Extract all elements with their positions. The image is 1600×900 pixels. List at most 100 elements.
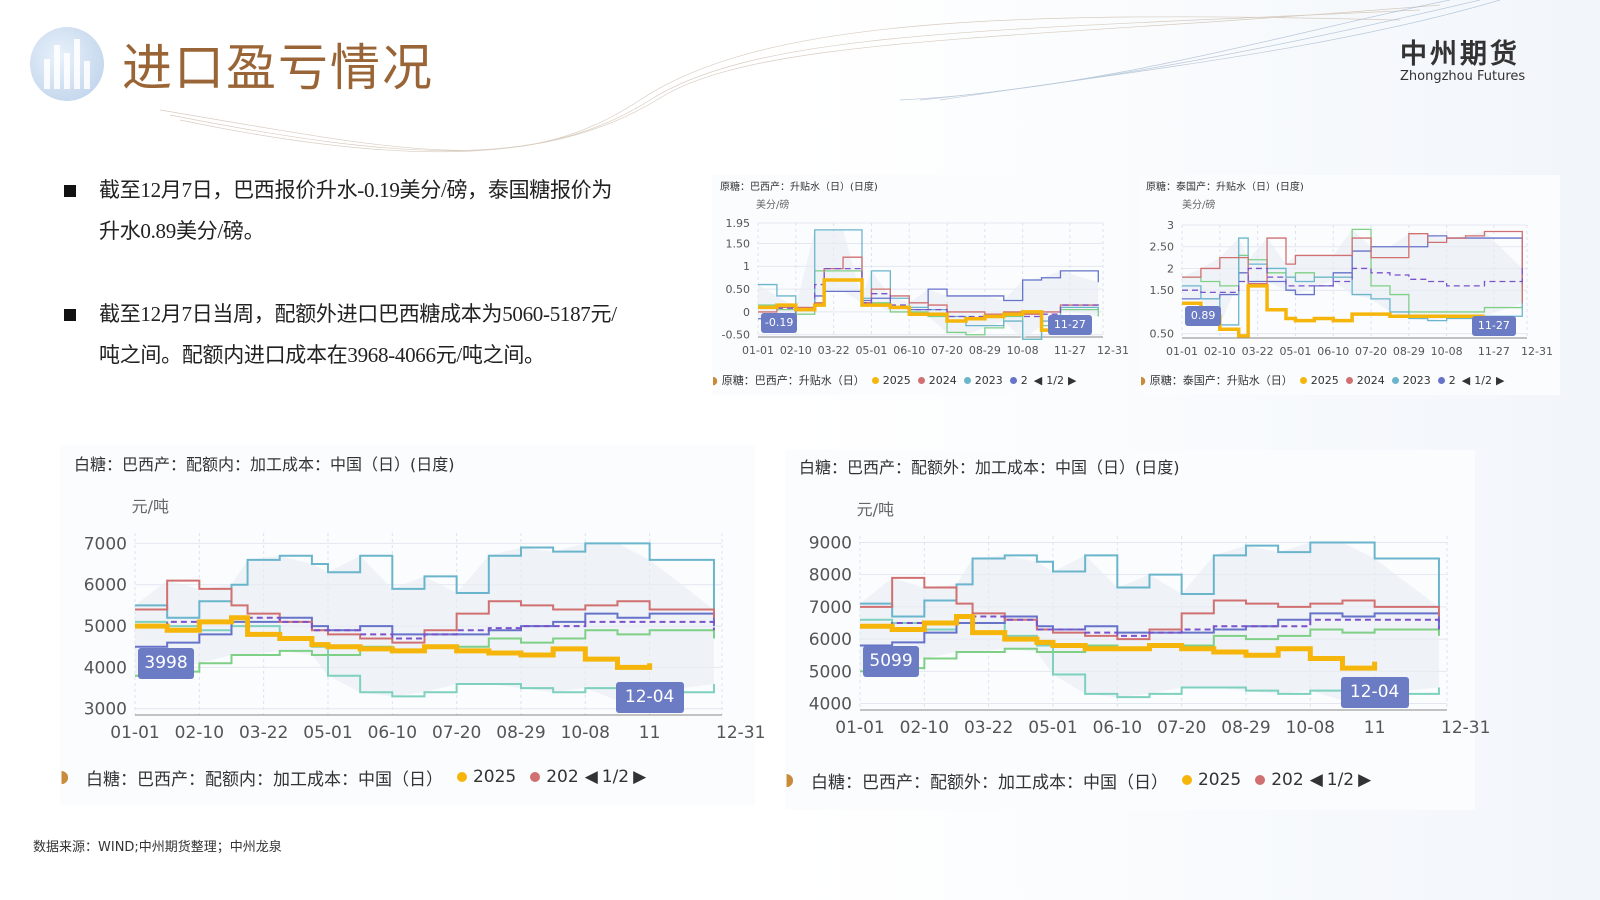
bullet-text: 截至12月7日当周，配额外进口巴西糖成本为5060-5187元/ (99, 302, 617, 326)
page-title: 进口盈亏情况 (122, 39, 434, 97)
x-tick-label: 07-20 (931, 344, 963, 357)
bullet-text: 升水0.89美分/磅。 (99, 219, 265, 243)
y-hover-label: 3998 (138, 647, 195, 679)
legend-item[interactable]: 2025 (472, 767, 517, 787)
legend-page: 1/2 (601, 767, 630, 787)
legend-item[interactable]: 2025 (882, 373, 911, 387)
legend-item[interactable]: 2 (1448, 373, 1456, 387)
y-tick-label: 1 (743, 260, 750, 273)
x-tick-label: 11 (1364, 718, 1386, 738)
legend-next-icon[interactable]: ▶ (1495, 373, 1505, 387)
legend-dot-icon (456, 772, 467, 782)
series-line-avg[interactable] (1182, 267, 1523, 294)
chart-title: 原糖：泰国产：升贴水（日）(日度) (1146, 182, 1304, 193)
chart-plot: 3000 4000 5000 6000 7000 01-01 02-10 03-22 05-01… (84, 533, 765, 743)
legend-item[interactable]: 202 (546, 767, 579, 787)
series-line-2024[interactable] (135, 579, 715, 644)
x-tick-label: 05-01 (1028, 718, 1077, 738)
x-tick-label: 02-10 (780, 344, 812, 357)
y-tick-label: 7000 (809, 598, 852, 618)
legend-prev-icon[interactable]: ◀ (1461, 373, 1471, 387)
chart-title: 白糖：巴西产：配额内：加工成本：中国（日）(日度) (74, 455, 455, 474)
series-line-2023[interactable] (1182, 237, 1523, 326)
x-tick-label: 03-22 (1242, 345, 1274, 358)
legend-next-icon[interactable]: ▶ (633, 767, 647, 787)
series-line-2022[interactable] (860, 612, 1440, 647)
y-hover-label: 0.89 (1185, 306, 1222, 327)
series-line-2025[interactable] (758, 278, 1063, 332)
x-tick-label: 11-27 (1054, 344, 1086, 357)
x-tick-label: 02-10 (900, 718, 949, 738)
y-tick-label: 7000 (84, 534, 127, 554)
x-hover-label: 12-04 (1340, 677, 1409, 708)
y-tick-label: 6000 (809, 630, 852, 650)
series-line-2023[interactable] (135, 542, 715, 619)
range-band (135, 543, 714, 701)
legend-prev-icon[interactable]: ◀ (1033, 373, 1043, 387)
legend-item[interactable]: 2023 (974, 373, 1003, 387)
chart-plot: 4000 5000 6000 7000 8000 9000 01-01 02-10 03-22 0… (809, 533, 1491, 738)
legend-scroll-left-icon[interactable]: ◗ (712, 373, 718, 387)
legend-item[interactable]: 2 (1020, 373, 1028, 387)
legend-item[interactable]: 2025 (1197, 770, 1242, 790)
legend-item[interactable]: 2024 (928, 373, 957, 387)
legend-scroll-left-icon[interactable]: ◗ (60, 767, 69, 787)
legend-next-icon[interactable]: ▶ (1067, 373, 1077, 387)
x-tick-label: 10-08 (1286, 718, 1335, 738)
x-tick-label: 07-20 (1355, 345, 1387, 358)
x-tick-label: 01-01 (742, 344, 774, 357)
x-hover-label: 12-04 (615, 682, 684, 713)
x-tick-label: 03-22 (818, 344, 850, 357)
x-tick-label: 05-01 (855, 344, 887, 357)
x-hover-label: 11-27 (1471, 316, 1516, 336)
x-tick-label: 06-10 (1317, 345, 1349, 358)
legend-next-icon[interactable]: ▶ (1358, 770, 1372, 790)
y-tick-label: -0.50 (722, 329, 750, 342)
series-line-2022[interactable] (135, 612, 715, 648)
x-tick-label: 10-08 (1431, 345, 1463, 358)
brand-logo: 中州期货 Zhongzhou Futures (1400, 32, 1525, 84)
legend-scroll-left-icon[interactable]: ◗ (1140, 373, 1146, 387)
legend-series-name[interactable]: 原糖：巴西产：升贴水（日） (721, 374, 865, 387)
brand-name-cn: 中州期货 (1400, 39, 1520, 70)
y-tick-label: 0 (743, 306, 750, 319)
legend-item[interactable]: 202 (1271, 770, 1304, 790)
series-line-2024[interactable] (1182, 230, 1523, 304)
series-line-2024[interactable] (860, 576, 1440, 641)
legend-item[interactable]: 2024 (1356, 373, 1385, 387)
legend-scroll-left-icon[interactable]: ◗ (785, 770, 794, 790)
legend-prev-icon[interactable]: ◀ (584, 767, 598, 787)
legend-dot-icon (871, 376, 879, 384)
y-hover-label: 5099 (863, 646, 920, 677)
legend-item[interactable]: 2023 (1402, 373, 1431, 387)
y-tick-label: 1.95 (726, 217, 751, 230)
y-axis-unit: 美分/磅 (756, 200, 790, 211)
x-tick-label: 02-10 (1204, 345, 1236, 358)
series-line-2023[interactable] (758, 229, 1099, 340)
x-tick-label: 02-10 (175, 723, 224, 743)
y-tick-label: 5000 (809, 662, 852, 682)
legend-series-name[interactable]: 白糖：巴西产：配额外：加工成本：中国（日） (810, 772, 1168, 793)
chart-title: 原糖：巴西产：升贴水（日）(日度) (720, 182, 878, 193)
legend-dot-icon (1009, 376, 1017, 384)
y-tick-label: 5000 (84, 617, 127, 637)
x-tick-label: 03-22 (239, 723, 288, 743)
x-tick-label: 10-08 (1007, 344, 1039, 357)
legend-item[interactable]: 2025 (1310, 373, 1339, 387)
series-line-2025[interactable] (860, 614, 1378, 671)
series-line-2025[interactable] (1182, 284, 1485, 338)
y-axis-unit: 元/吨 (856, 500, 894, 519)
y-axis-unit: 美分/磅 (1182, 200, 1216, 211)
chart-legend: ◗ 原糖：巴西产：升贴水（日） 2025 2024 2023 2 ◀ 1/2 ▶ (712, 369, 1076, 391)
legend-series-name[interactable]: 白糖：巴西产：配额内：加工成本：中国（日） (85, 769, 443, 790)
series-line-2025[interactable] (135, 615, 653, 670)
x-hover-label: 11-27 (1047, 315, 1092, 335)
legend-series-name[interactable]: 原糖：泰国产：升贴水（日） (1149, 374, 1293, 387)
data-source: 数据来源：WIND;中州期货整理；中州龙泉 (33, 840, 282, 855)
chart-legend: ◗ 白糖：巴西产：配额内：加工成本：中国（日） 2025 202 ◀ 1/2 ▶ (60, 760, 646, 794)
legend-prev-icon[interactable]: ◀ (1309, 770, 1323, 790)
brazil-premium-chart: -0.50 0 0.50 1 1.50 1.95 01-01 02-10 03-22 05-01 0… (712, 175, 1129, 395)
y-tick-label: 2 (1167, 262, 1174, 275)
series-line-avg[interactable] (758, 267, 1099, 318)
x-tick-label: 01-01 (110, 723, 159, 743)
